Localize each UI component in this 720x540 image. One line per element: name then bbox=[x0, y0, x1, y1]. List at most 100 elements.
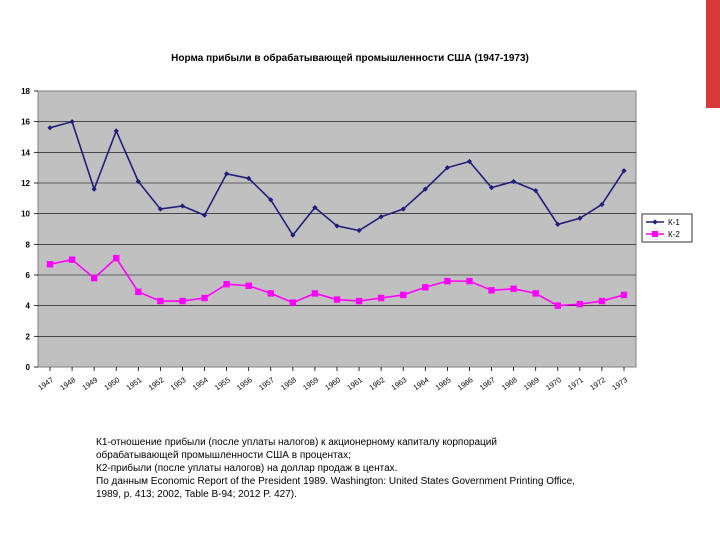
x-tick-label: 1948 bbox=[58, 375, 77, 392]
series-1-point bbox=[400, 206, 406, 212]
series-2-point bbox=[620, 291, 628, 299]
series-2-point bbox=[333, 296, 341, 303]
x-tick-label: 1973 bbox=[610, 375, 629, 392]
y-tick-label: 4 bbox=[26, 302, 31, 311]
series-2-point bbox=[554, 302, 561, 309]
series-2-point bbox=[46, 261, 54, 268]
caption-line-1: К1-отношение прибыли (после уплаты налог… bbox=[96, 437, 497, 448]
x-tick-label: 1970 bbox=[544, 375, 563, 392]
series-1-point bbox=[577, 215, 583, 221]
x-tick-label: 1958 bbox=[279, 375, 298, 392]
chart: Норма прибыли в обрабатывающей промышлен… bbox=[21, 53, 693, 392]
x-tick-label: 1967 bbox=[478, 375, 497, 392]
series-1-point bbox=[135, 178, 141, 185]
x-tick-label: 1962 bbox=[367, 375, 386, 392]
series-1-point bbox=[444, 165, 450, 171]
series-1-point bbox=[157, 206, 163, 212]
series-2-point bbox=[90, 274, 98, 282]
x-tick-label: 1956 bbox=[235, 375, 254, 392]
y-tick-label: 6 bbox=[26, 271, 31, 280]
caption-line-2: обрабатывающей промышленности США в проц… bbox=[96, 450, 351, 461]
series-2-point bbox=[245, 282, 252, 289]
series-2-point bbox=[532, 290, 539, 297]
series-2-point bbox=[113, 254, 120, 262]
series-1-point bbox=[356, 227, 362, 234]
accent-bar bbox=[706, 0, 720, 108]
series-2-point bbox=[400, 291, 407, 299]
series-1-point bbox=[91, 186, 97, 192]
caption: К1-отношение прибыли (после уплаты налог… bbox=[96, 436, 636, 501]
x-tick-label: 1953 bbox=[169, 375, 188, 392]
x-tick-label: 1965 bbox=[434, 375, 453, 392]
y-tick-label: 16 bbox=[21, 118, 30, 127]
legend-marker-2 bbox=[652, 231, 658, 237]
series-2-point bbox=[466, 277, 473, 285]
plot-area bbox=[37, 90, 637, 368]
series-2-point bbox=[377, 294, 385, 302]
series-1-point bbox=[312, 204, 318, 211]
y-tick-label: 10 bbox=[21, 210, 30, 219]
x-tick-label: 1950 bbox=[103, 375, 122, 392]
series-1-point bbox=[599, 201, 605, 208]
x-tick-label: 1966 bbox=[456, 375, 475, 392]
caption-line-4: По данным Economic Report of the Preside… bbox=[96, 476, 575, 487]
x-tick-label: 1969 bbox=[522, 375, 541, 392]
caption-line-3: К2-прибыли (после уплаты налогов) на дол… bbox=[96, 463, 398, 474]
x-tick-label: 1957 bbox=[257, 375, 276, 392]
y-tick-label: 12 bbox=[21, 179, 30, 188]
series-1-point bbox=[201, 212, 208, 218]
series-2-point bbox=[355, 297, 363, 305]
x-tick-label: 1955 bbox=[213, 375, 232, 392]
series-2-point bbox=[68, 256, 76, 263]
x-tick-label: 1971 bbox=[566, 375, 585, 392]
series-2-point bbox=[267, 290, 274, 297]
series-1-point bbox=[511, 178, 517, 185]
chart-title: Норма прибыли в обрабатывающей промышлен… bbox=[171, 53, 529, 64]
x-tick-label: 1951 bbox=[125, 375, 144, 392]
series-2-point bbox=[598, 297, 606, 305]
legend-label-1: К-1 bbox=[668, 218, 680, 227]
series-2-point bbox=[510, 285, 517, 292]
x-tick-label: 1961 bbox=[345, 375, 364, 392]
legend-label-2: К-2 bbox=[668, 230, 680, 239]
series-2-point bbox=[488, 287, 495, 294]
series-1-point bbox=[69, 119, 75, 125]
y-tick-label: 14 bbox=[21, 148, 30, 157]
legend-marker-1 bbox=[652, 219, 658, 225]
x-tick-label: 1972 bbox=[588, 375, 607, 392]
series-1-point bbox=[555, 221, 561, 227]
series-1-point bbox=[621, 168, 627, 174]
x-tick-label: 1947 bbox=[36, 375, 55, 392]
x-tick-label: 1960 bbox=[323, 375, 342, 392]
series-1-point bbox=[224, 171, 230, 177]
x-tick-label: 1954 bbox=[191, 375, 210, 392]
series-2-point bbox=[576, 300, 584, 308]
series-1-point bbox=[378, 214, 384, 220]
series-1-point bbox=[47, 125, 53, 131]
y-tick-label: 2 bbox=[26, 332, 31, 341]
x-tick-label: 1964 bbox=[412, 375, 431, 392]
series-2-point bbox=[135, 288, 142, 296]
series-1-point bbox=[246, 175, 252, 181]
y-tick-label: 0 bbox=[26, 363, 31, 372]
x-tick-label: 1959 bbox=[301, 375, 320, 392]
series-1-point bbox=[113, 128, 119, 134]
series-1-point bbox=[488, 185, 495, 191]
series-2-point bbox=[223, 281, 230, 288]
x-tick-label: 1963 bbox=[390, 375, 409, 392]
legend bbox=[641, 213, 693, 243]
x-tick-label: 1968 bbox=[500, 375, 519, 392]
series-1-point bbox=[179, 203, 186, 209]
caption-line-5: 1989, p. 413; 2002, Table B-94; 2012 P. … bbox=[96, 489, 297, 500]
series-1-point bbox=[466, 158, 473, 165]
y-tick-label: 8 bbox=[26, 240, 31, 249]
series-1-point bbox=[290, 232, 296, 238]
series-2-point bbox=[422, 284, 429, 291]
series-1-point bbox=[533, 188, 539, 194]
series-1-point bbox=[422, 186, 428, 192]
x-tick-label: 1952 bbox=[147, 375, 166, 392]
series-2-point bbox=[311, 290, 319, 297]
series-2-point bbox=[179, 297, 186, 305]
series-2-point bbox=[289, 299, 297, 306]
